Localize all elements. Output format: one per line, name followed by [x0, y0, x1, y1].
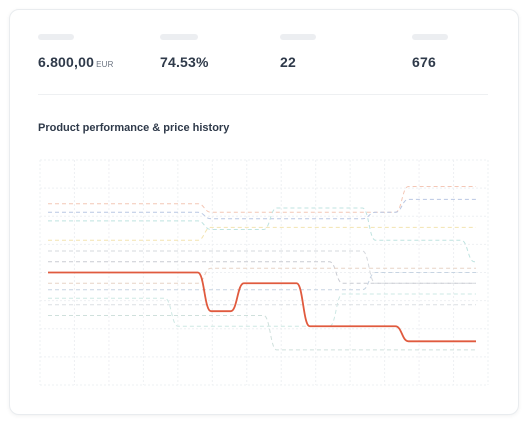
stat-value: 676	[412, 54, 436, 70]
chart-title: Product performance & price history	[38, 122, 230, 134]
stat-percentage: 74.53%	[160, 34, 209, 70]
stat-value: 74.53%	[160, 54, 209, 70]
stat-label-placeholder	[160, 34, 198, 40]
stat-label-placeholder	[38, 34, 74, 40]
stat-value: 22	[280, 54, 296, 70]
stat-label-placeholder	[412, 34, 448, 40]
stat-count: 22	[280, 34, 316, 70]
stat-value-number: 6.800,00	[38, 54, 95, 70]
divider	[38, 94, 488, 95]
stat-value: 6.800,00 EUR	[38, 54, 114, 70]
stat-total: 676	[412, 34, 448, 70]
stat-value-unit: EUR	[96, 60, 114, 69]
stat-revenue: 6.800,00 EUR	[38, 34, 114, 70]
stat-label-placeholder	[280, 34, 316, 40]
